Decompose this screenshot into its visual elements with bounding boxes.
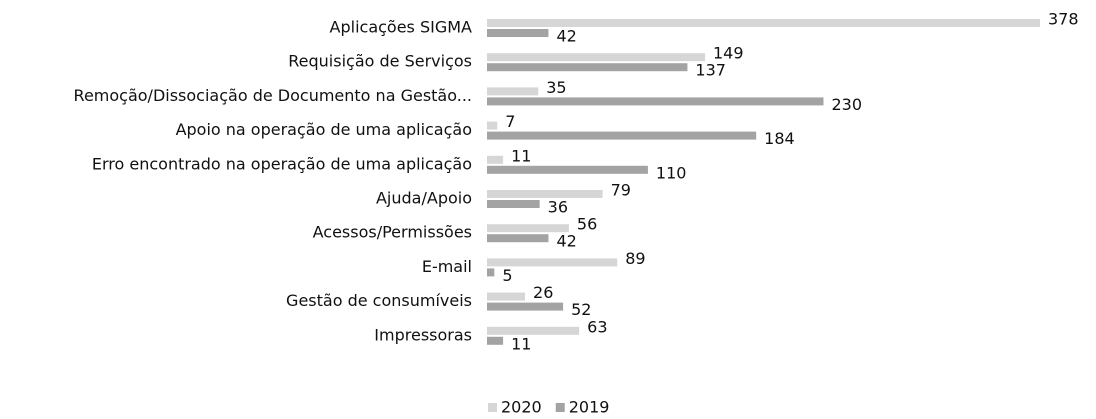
bar: [487, 53, 705, 62]
category-label: Remoção/Dissociação de Documento na Gest…: [74, 86, 472, 105]
bar: [487, 190, 603, 198]
category-label: Requisição de Serviços: [288, 52, 472, 71]
value-label: 230: [831, 95, 862, 114]
bar: [487, 165, 648, 174]
legend: 2020 2019: [488, 398, 609, 417]
category-label: E-mail: [422, 257, 472, 276]
bar: [487, 234, 549, 243]
value-label: 137: [695, 61, 726, 80]
value-label: 184: [764, 129, 795, 148]
bar: [487, 87, 539, 96]
legend-label: 2020: [501, 398, 542, 417]
legend-swatch: [488, 403, 497, 412]
value-label: 79: [611, 181, 631, 200]
value-label: 149: [713, 44, 744, 63]
bar: [487, 268, 495, 277]
value-label: 26: [533, 283, 553, 302]
bar: [487, 326, 580, 335]
bar: [487, 258, 618, 267]
value-label: 11: [511, 146, 531, 165]
legend-label: 2019: [569, 398, 610, 417]
value-label: 110: [656, 163, 687, 182]
value-label: 378: [1048, 10, 1079, 29]
category-label: Impressoras: [374, 325, 472, 344]
bar: [487, 121, 498, 130]
legend-swatch: [555, 403, 565, 412]
bar: [487, 131, 757, 140]
category-label: Acessos/Permissões: [313, 223, 472, 242]
bar: [487, 302, 564, 311]
bar: [487, 224, 569, 233]
bar: [487, 19, 1040, 27]
bar: [487, 29, 549, 37]
value-label: 89: [625, 249, 645, 268]
value-label: 52: [571, 300, 591, 319]
bar: [487, 155, 504, 164]
bar: [487, 63, 688, 72]
category-label: Erro encontrado na operação de uma aplic…: [92, 154, 472, 173]
value-label: 63: [587, 317, 607, 336]
value-label: 5: [502, 266, 512, 285]
value-label: 11: [511, 334, 531, 353]
value-label: 35: [546, 78, 566, 97]
category-label: Gestão de consumíveis: [286, 291, 472, 310]
bar: [487, 97, 824, 106]
category-label: Apoio na operação de uma aplicação: [176, 120, 472, 139]
category-label: Ajuda/Apoio: [376, 189, 472, 208]
value-label: 42: [556, 232, 576, 251]
value-label: 56: [577, 215, 597, 234]
bar: [487, 292, 526, 301]
bar: [487, 200, 540, 208]
value-label: 36: [548, 198, 568, 217]
value-label: 42: [556, 27, 576, 46]
bar: [487, 336, 504, 345]
value-label: 7: [505, 112, 515, 131]
category-label: Aplicações SIGMA: [330, 18, 473, 37]
